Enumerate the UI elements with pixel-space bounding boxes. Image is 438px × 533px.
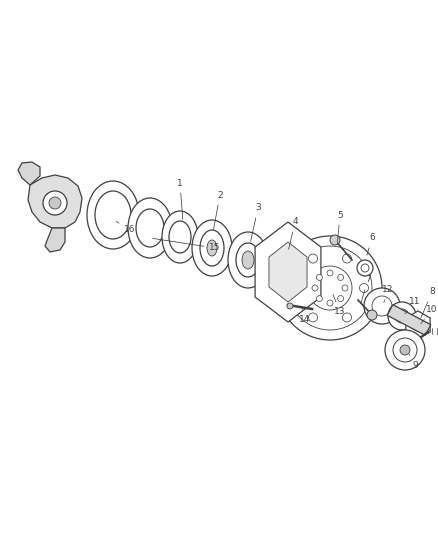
Circle shape <box>43 191 67 215</box>
Text: 7: 7 <box>361 276 371 303</box>
Text: 9: 9 <box>410 354 418 369</box>
Text: 8: 8 <box>421 287 435 318</box>
Text: 2: 2 <box>213 190 223 229</box>
Circle shape <box>292 284 300 293</box>
Circle shape <box>385 330 425 370</box>
Circle shape <box>278 236 382 340</box>
Circle shape <box>312 285 318 291</box>
Text: 13: 13 <box>333 295 346 317</box>
Circle shape <box>343 313 352 322</box>
Text: 3: 3 <box>251 204 261 241</box>
Polygon shape <box>406 311 430 339</box>
Polygon shape <box>28 175 82 228</box>
Polygon shape <box>269 242 307 302</box>
Ellipse shape <box>162 211 198 263</box>
Circle shape <box>357 260 373 276</box>
Polygon shape <box>255 222 321 322</box>
Circle shape <box>395 309 409 323</box>
Ellipse shape <box>228 232 268 288</box>
Text: 1: 1 <box>177 179 183 219</box>
Circle shape <box>327 270 333 276</box>
Circle shape <box>393 338 417 362</box>
Circle shape <box>330 235 340 245</box>
Circle shape <box>372 296 392 316</box>
Ellipse shape <box>95 191 131 239</box>
Text: 11: 11 <box>405 297 421 314</box>
Circle shape <box>308 254 318 263</box>
Text: 14: 14 <box>299 308 311 325</box>
Circle shape <box>388 302 416 330</box>
Circle shape <box>316 274 322 280</box>
Circle shape <box>400 345 410 355</box>
Polygon shape <box>18 162 40 185</box>
Ellipse shape <box>207 240 217 256</box>
Text: 12: 12 <box>382 286 394 302</box>
Text: 5: 5 <box>337 211 343 244</box>
Polygon shape <box>45 228 65 252</box>
Ellipse shape <box>200 230 224 266</box>
Circle shape <box>288 246 372 330</box>
Circle shape <box>343 254 352 263</box>
Circle shape <box>327 300 333 306</box>
Text: 6: 6 <box>367 233 375 255</box>
Circle shape <box>367 310 377 320</box>
Ellipse shape <box>236 243 260 277</box>
Text: 15: 15 <box>153 238 221 253</box>
Circle shape <box>338 274 343 280</box>
Circle shape <box>308 266 352 310</box>
Text: 16: 16 <box>117 222 136 235</box>
Ellipse shape <box>136 209 164 247</box>
Circle shape <box>361 264 369 272</box>
Circle shape <box>342 285 348 291</box>
Ellipse shape <box>192 220 232 276</box>
Text: 10: 10 <box>421 305 438 324</box>
Ellipse shape <box>87 181 139 249</box>
Circle shape <box>49 197 61 209</box>
Ellipse shape <box>128 198 172 258</box>
Circle shape <box>308 313 318 322</box>
Circle shape <box>412 319 424 331</box>
Text: 4: 4 <box>289 217 298 249</box>
Circle shape <box>360 284 368 293</box>
Circle shape <box>338 296 343 302</box>
Circle shape <box>364 288 400 324</box>
Circle shape <box>316 296 322 302</box>
Ellipse shape <box>169 221 191 253</box>
Ellipse shape <box>242 251 254 269</box>
Circle shape <box>287 303 293 309</box>
Polygon shape <box>387 305 431 335</box>
